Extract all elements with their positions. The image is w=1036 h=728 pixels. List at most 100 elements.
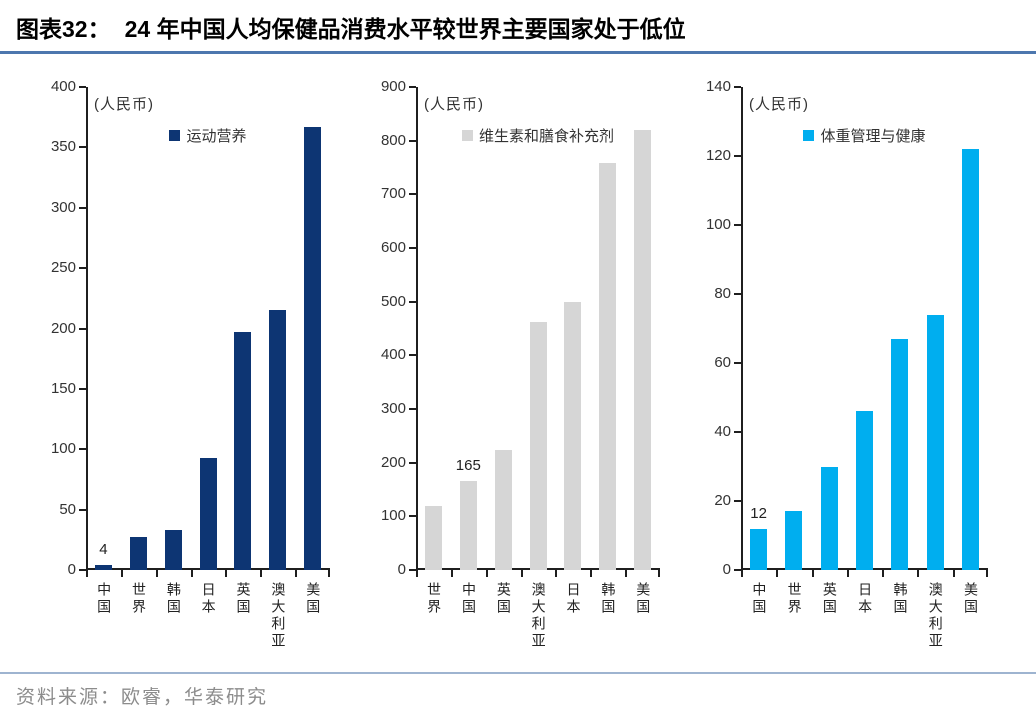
bar-英国 bbox=[234, 332, 252, 570]
category-label-text: 中国 bbox=[460, 582, 477, 616]
y-axis-tick-label: 600 bbox=[380, 239, 406, 256]
bar-chart-weight-management: 0 20 40 60 80 100 120 140 (人民币) 体重管理与健康 12 中国 世界 英国 日本… bbox=[683, 60, 1003, 672]
y-axis-tick-label: 80 bbox=[714, 285, 731, 302]
category-label: 英国 bbox=[812, 582, 847, 616]
category-label-text: 日本 bbox=[857, 582, 874, 616]
y-axis-tick-label: 100 bbox=[50, 440, 76, 458]
y-axis-tick-mark bbox=[409, 86, 416, 88]
y-axis-tick-mark bbox=[79, 86, 86, 88]
figure-number: 图表32： bbox=[16, 16, 111, 42]
legend-label: 维生素和膳食补充剂 bbox=[478, 128, 614, 145]
y-axis-tick-label: 350 bbox=[50, 138, 76, 156]
category-label: 美国 bbox=[625, 582, 660, 616]
bar-日本 bbox=[564, 301, 582, 570]
category-label: 澳大利亚 bbox=[521, 582, 556, 650]
y-axis-tick-mark bbox=[734, 569, 741, 571]
category-label: 澳大利亚 bbox=[917, 582, 952, 650]
bar-中国 bbox=[94, 565, 112, 570]
y-axis-tick-label: 20 bbox=[714, 492, 731, 509]
y-axis-tick-mark bbox=[734, 86, 741, 88]
y-axis-tick-mark bbox=[409, 139, 416, 142]
category-label-text: 日本 bbox=[565, 582, 582, 616]
category-label: 日本 bbox=[555, 582, 590, 616]
y-axis-tick-mark bbox=[734, 293, 741, 295]
x-axis-tick-mark bbox=[295, 570, 298, 577]
y-axis-tick-mark bbox=[409, 408, 416, 410]
x-axis-tick-mark bbox=[882, 570, 885, 577]
x-axis-tick-mark bbox=[952, 570, 955, 577]
y-axis-tick-label: 400 bbox=[380, 346, 406, 364]
axis-unit-label: (人民币) bbox=[749, 96, 809, 113]
x-axis-tick-mark bbox=[520, 570, 523, 577]
axis-unit-label: (人民币) bbox=[94, 96, 154, 113]
x-axis-tick-mark bbox=[658, 570, 660, 577]
x-axis-tick-mark bbox=[416, 570, 418, 577]
category-label: 日本 bbox=[847, 582, 882, 616]
x-axis-tick-mark bbox=[811, 570, 814, 577]
y-axis-tick-label: 400 bbox=[50, 78, 76, 95]
bar-韩国 bbox=[599, 163, 617, 570]
footer-divider-line bbox=[0, 672, 1036, 674]
y-axis-tick-mark bbox=[409, 569, 416, 571]
category-label: 韩国 bbox=[882, 582, 917, 616]
bar-世界 bbox=[424, 505, 442, 570]
category-label-text: 美国 bbox=[305, 582, 322, 616]
y-axis-tick-label: 200 bbox=[380, 453, 406, 471]
category-label: 世界 bbox=[121, 582, 156, 616]
category-label: 世界 bbox=[776, 582, 811, 616]
y-axis-tick-label: 300 bbox=[50, 198, 76, 216]
x-axis-tick-mark bbox=[625, 570, 628, 577]
bar-美国 bbox=[304, 126, 322, 570]
y-axis-tick-mark bbox=[79, 146, 86, 149]
legend-swatch-icon bbox=[169, 130, 181, 141]
bar-韩国 bbox=[891, 338, 909, 570]
x-axis-tick-mark bbox=[555, 570, 558, 577]
category-label-text: 世界 bbox=[426, 582, 443, 616]
category-label-text: 韩国 bbox=[892, 582, 909, 616]
category-label-text: 英国 bbox=[235, 582, 252, 616]
bar-chart-vitamins-supplements: 0 100 200 300 400 500 600 700 800 900 (人民币) 维生素和膳食补… bbox=[358, 60, 672, 672]
bar-chart-sports-nutrition: 0 50 100 150 200 250 300 350 400 (人民币) 运动营养 4 中国 世界 韩国… bbox=[28, 60, 342, 672]
x-axis-tick-mark bbox=[120, 570, 123, 577]
y-axis-tick-label: 200 bbox=[50, 319, 76, 337]
x-axis-tick-mark bbox=[590, 570, 593, 577]
y-axis-tick-label: 250 bbox=[50, 259, 76, 277]
y-axis-tick-mark bbox=[409, 247, 416, 249]
chart-legend: 维生素和膳食补充剂 bbox=[416, 125, 660, 146]
x-axis-tick-mark bbox=[328, 570, 330, 577]
chart-legend: 运动营养 bbox=[86, 125, 330, 146]
y-axis-tick-label: 150 bbox=[50, 379, 76, 397]
y-axis-tick-label: 140 bbox=[705, 78, 731, 95]
y-axis-tick-mark bbox=[734, 362, 741, 364]
category-label: 韩国 bbox=[590, 582, 625, 616]
category-label: 世界 bbox=[416, 582, 451, 616]
category-label-text: 美国 bbox=[635, 582, 652, 616]
y-axis-tick-label: 500 bbox=[380, 292, 406, 310]
x-axis-tick-mark bbox=[776, 570, 779, 577]
x-axis-tick-mark bbox=[986, 570, 988, 577]
title-divider-line bbox=[0, 51, 1036, 54]
category-label: 澳大利亚 bbox=[260, 582, 295, 650]
category-label-text: 韩国 bbox=[165, 582, 182, 616]
figure-title: 图表32： 24 年中国人均保健品消费水平较世界主要国家处于低位 bbox=[16, 10, 686, 44]
y-axis-tick-mark bbox=[409, 515, 416, 518]
category-label-text: 中国 bbox=[96, 582, 113, 616]
x-axis-tick-mark bbox=[917, 570, 920, 577]
bar-value-label: 4 bbox=[99, 541, 108, 559]
y-axis-tick-mark bbox=[734, 224, 741, 226]
bar-澳大利亚 bbox=[529, 321, 547, 570]
x-axis-tick-mark bbox=[225, 570, 228, 577]
y-axis-tick-label: 900 bbox=[380, 78, 406, 95]
bar-英国 bbox=[820, 466, 838, 570]
y-axis-tick-label: 120 bbox=[705, 147, 731, 164]
y-axis-tick-label: 0 bbox=[397, 561, 406, 578]
y-axis-tick-mark bbox=[79, 327, 86, 330]
category-label: 英国 bbox=[486, 582, 521, 616]
figure-title-text: 24 年中国人均保健品消费水平较世界主要国家处于低位 bbox=[124, 16, 686, 42]
category-label: 日本 bbox=[191, 582, 226, 616]
bar-中国 bbox=[750, 528, 768, 570]
y-axis-tick-label: 50 bbox=[59, 500, 76, 518]
bar-澳大利亚 bbox=[269, 310, 287, 570]
bar-美国 bbox=[961, 149, 979, 570]
category-label: 中国 bbox=[86, 582, 121, 616]
